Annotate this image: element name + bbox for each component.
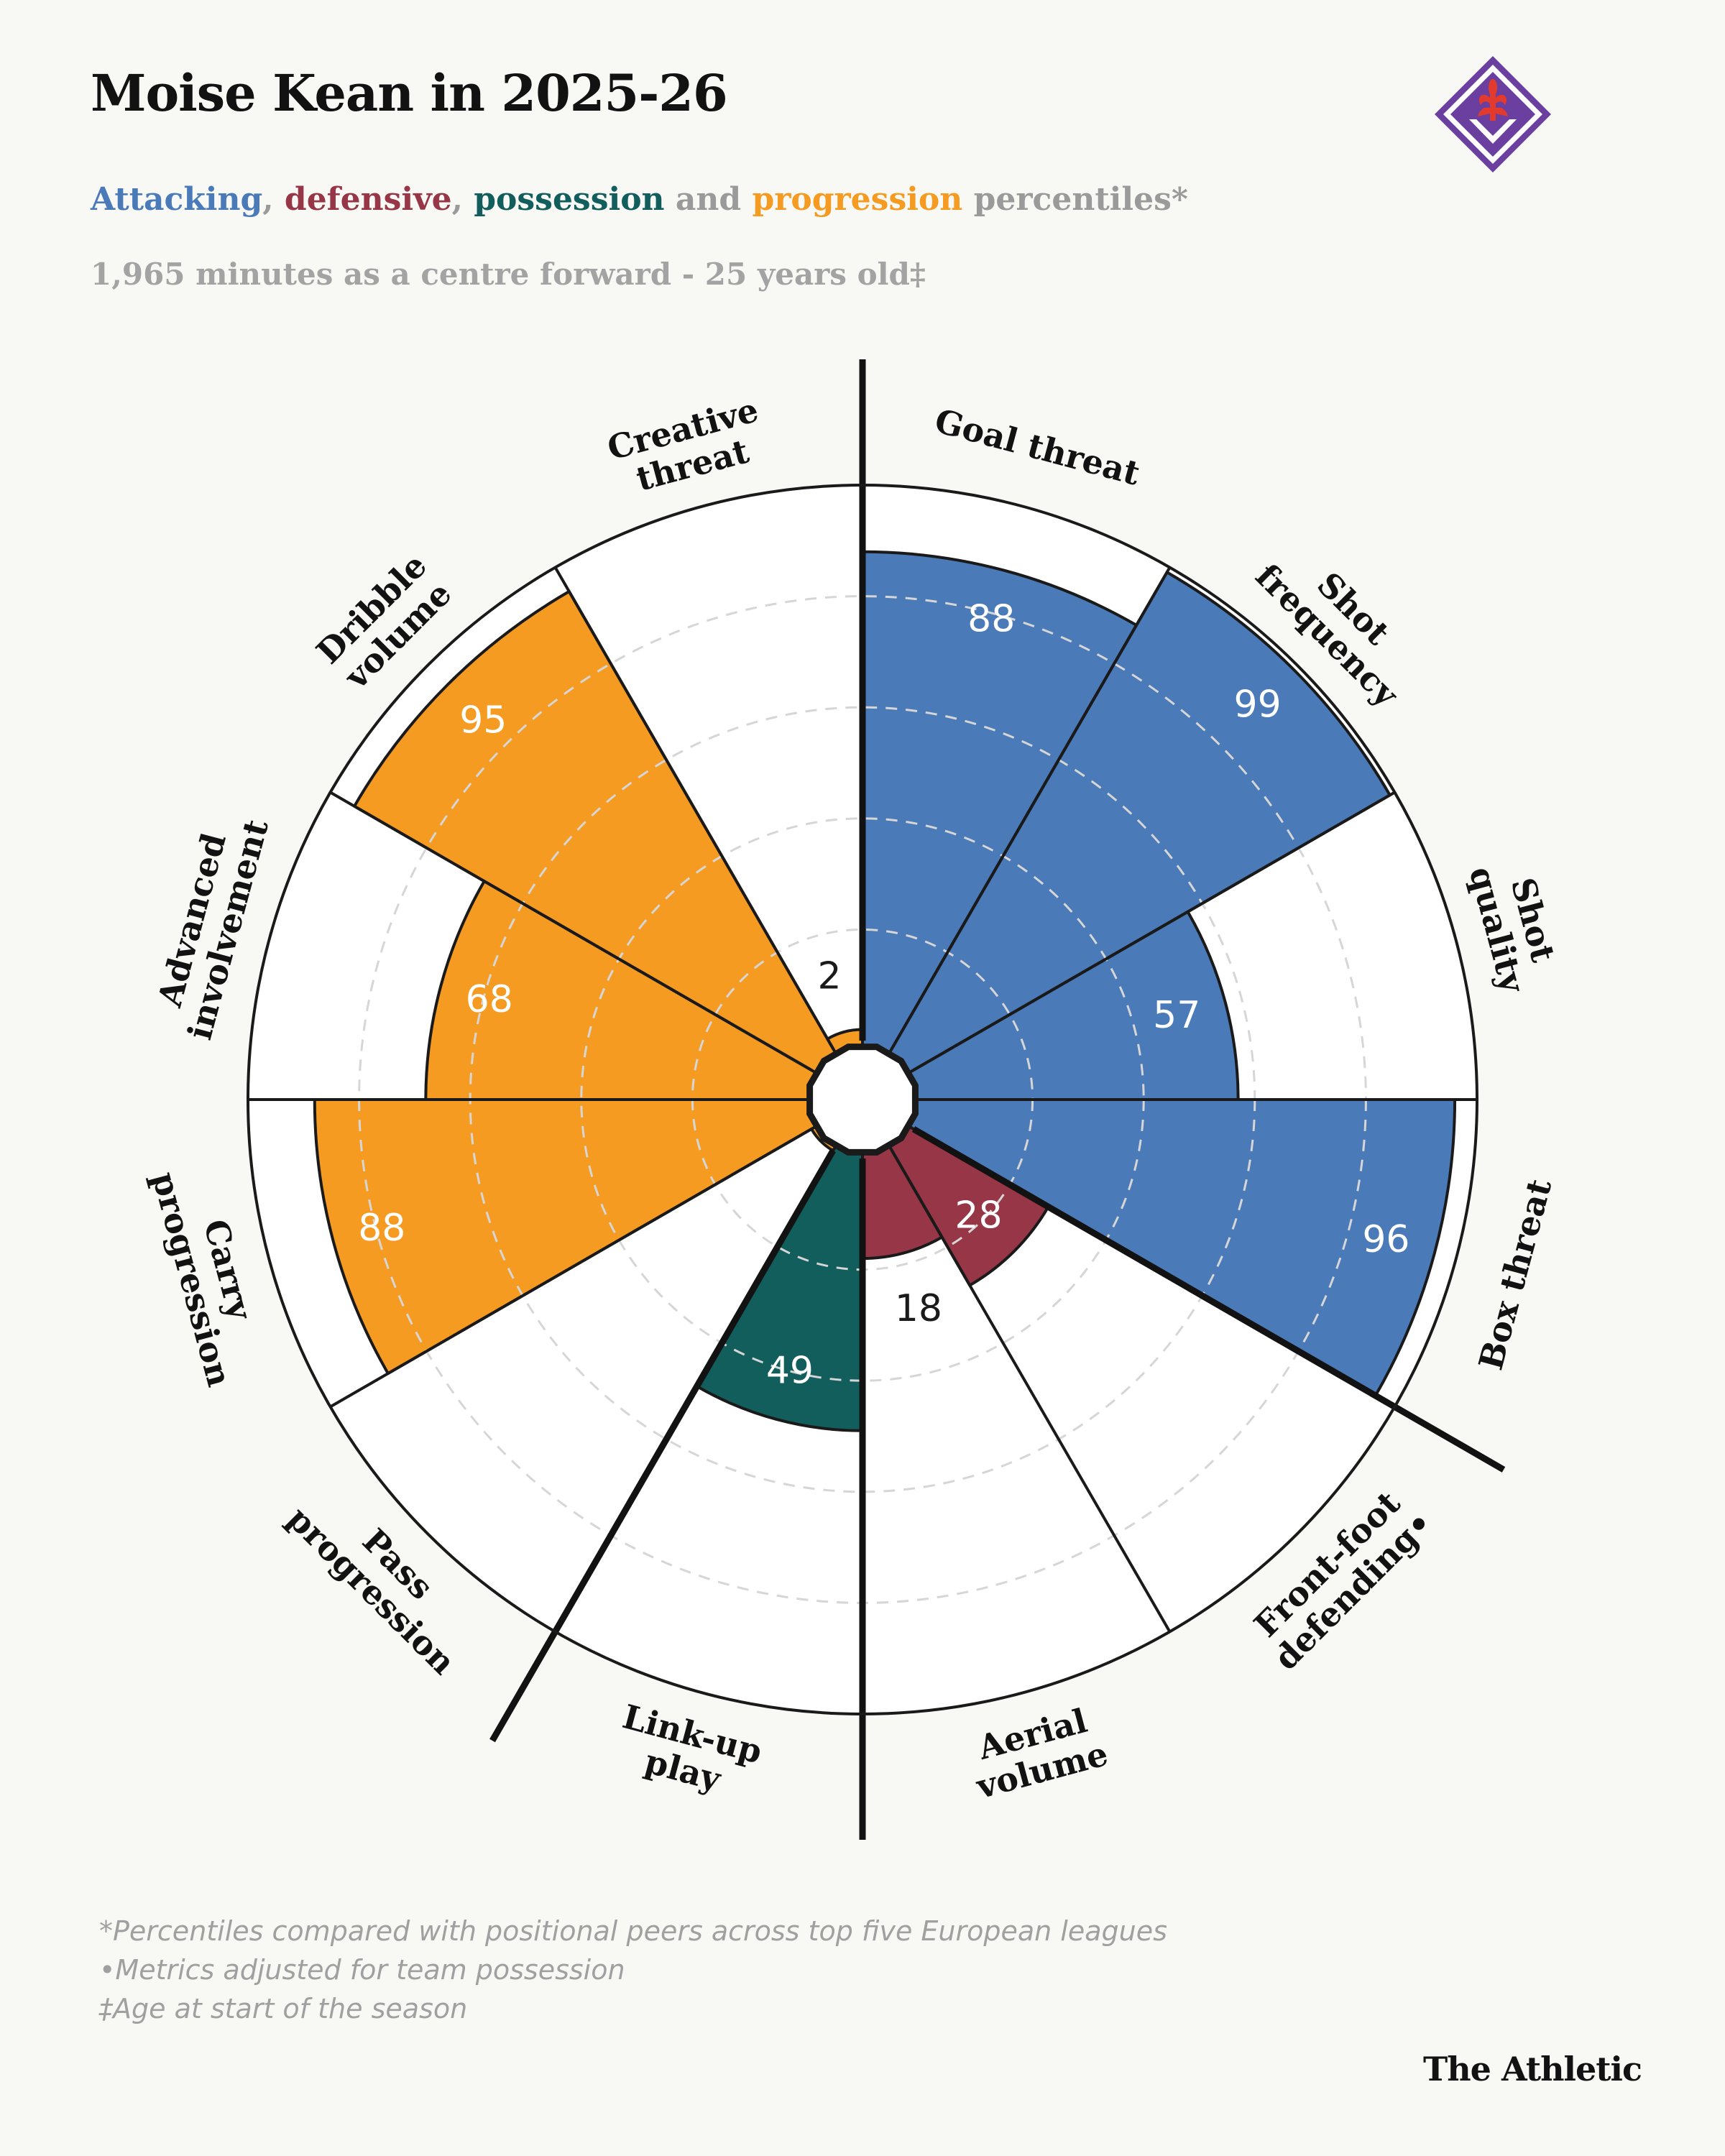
sector-divider: [553, 566, 834, 1049]
sector-divider: [329, 1128, 812, 1409]
value-label: 99: [1234, 683, 1282, 726]
footnote-percentiles: *Percentiles compared with positional pe…: [99, 1915, 1167, 1947]
bar-link-up-play: [695, 1098, 864, 1432]
footnote-age: ‡Age at start of the season: [99, 1993, 468, 2024]
subtitle-and: and: [664, 181, 753, 218]
value-label: 49: [766, 1350, 814, 1393]
page-title: Moise Kean in 2025-26: [91, 63, 728, 123]
bar-dribble-volume: [353, 590, 864, 1101]
bar-carry-progression: [313, 1098, 864, 1376]
sector-divider: [913, 791, 1396, 1072]
sector-divider: [891, 1150, 1172, 1633]
category-label-line: Goal threat: [931, 401, 1144, 493]
value-label: 28: [954, 1194, 1002, 1238]
value-label: 88: [967, 597, 1015, 640]
bar-front-foot-defending: [861, 1098, 1050, 1287]
value-label: 57: [1153, 994, 1200, 1037]
chart-subtitle: Attacking, defensive, possession and pro…: [91, 181, 1188, 218]
sector-divider: [891, 566, 1172, 1049]
subtitle-sep-2: ,: [451, 181, 474, 218]
footnote-metrics: •Metrics adjusted for team possession: [99, 1954, 625, 1986]
bar-advanced-involvement: [424, 880, 864, 1101]
chart-rim: [247, 484, 1478, 1715]
chart-hub: [806, 1044, 919, 1156]
subtitle-rest: percentiles*: [962, 181, 1188, 218]
subtitle-sep-1: ,: [262, 181, 285, 218]
category-label-line: Box threat: [1471, 1174, 1560, 1374]
player-minutes-line: 1,965 minutes as a centre forward - 25 y…: [91, 257, 926, 292]
value-label: 2: [818, 955, 842, 998]
value-label: 18: [895, 1287, 942, 1330]
bar-shot-frequency: [861, 571, 1392, 1101]
value-label: 68: [466, 978, 513, 1021]
value-label: 95: [459, 699, 507, 742]
value-label: 96: [1362, 1218, 1409, 1261]
category-label: Box threat: [1471, 1174, 1560, 1374]
subtitle-possession: possession: [474, 181, 665, 218]
subtitle-attacking: Attacking: [91, 181, 263, 218]
fiorentina-crest-icon: [1435, 56, 1551, 172]
bar-shot-quality: [861, 910, 1240, 1101]
subtitle-defensive: defensive: [284, 181, 452, 218]
group-divider: [911, 1126, 1506, 1473]
bar-goal-threat: [861, 550, 1138, 1101]
group-divider: [489, 1148, 836, 1743]
value-label: 88: [358, 1207, 405, 1250]
footnotes: *Percentiles compared with positional pe…: [99, 1912, 1167, 2028]
subtitle-progression: progression: [752, 181, 963, 218]
bar-box-threat: [861, 1098, 1457, 1398]
sector-divider: [329, 791, 812, 1072]
the-athletic-logo: The Athletic: [1422, 2050, 1642, 2088]
category-label: Goal threat: [931, 401, 1144, 493]
